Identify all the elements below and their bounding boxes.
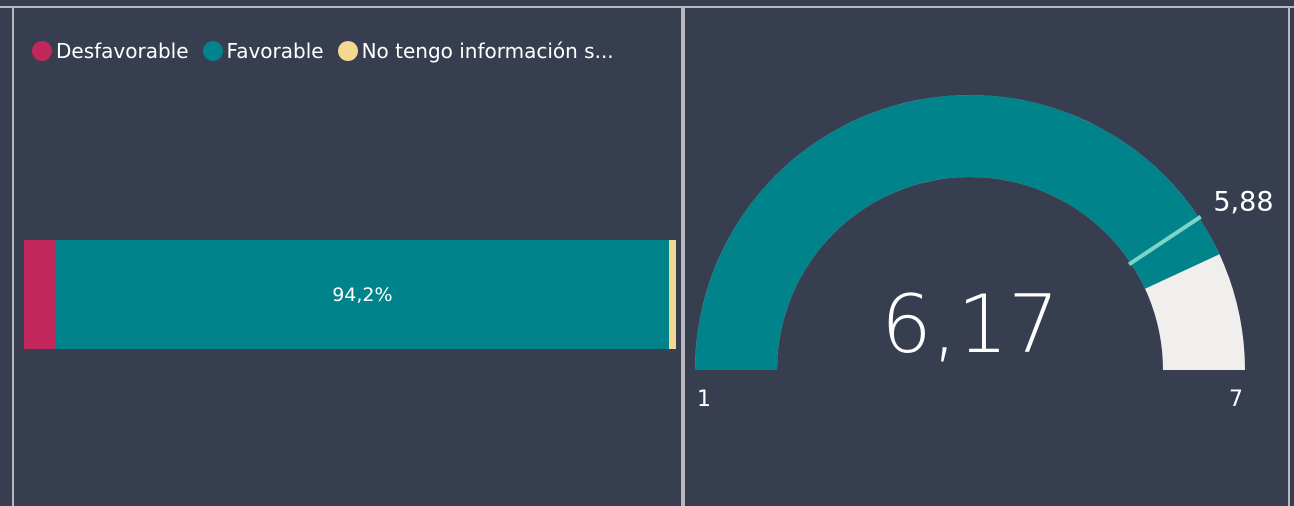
legend-label-favorable: Favorable: [226, 39, 324, 63]
stacked-bar-visual[interactable]: [12, 8, 683, 506]
bar-segment-no-info[interactable]: [669, 240, 676, 349]
gauge-fill[interactable]: [695, 94, 1220, 370]
gauge-value-label: 6,17: [881, 278, 1059, 371]
gauge-target-label: 5,88: [1213, 186, 1273, 217]
legend-label-no-info: No tengo información s...: [361, 39, 614, 63]
legend-dot-favorable: [202, 41, 223, 61]
legend-dot-desfavorable: [32, 41, 52, 61]
legend-item-desfavorable[interactable]: Desfavorable: [32, 39, 189, 63]
chart-legend: Desfavorable Favorable No tengo informac…: [32, 37, 614, 65]
gauge-target-marker[interactable]: [1127, 215, 1202, 266]
legend-item-favorable[interactable]: Favorable: [202, 39, 324, 63]
gauge-chart: 5,88 6,17 1 7: [695, 94, 1274, 412]
gauge-max-label: 7: [1229, 387, 1243, 412]
gauge-visual[interactable]: [683, 8, 1290, 506]
legend-dot-no-info: [337, 41, 358, 61]
bar-segment-favorable[interactable]: 94,2%: [55, 240, 670, 349]
stacked-bar: 94,2%: [24, 240, 676, 349]
top-border: [0, 0, 1294, 8]
data-label-favorable: 94,2%: [332, 283, 393, 306]
gauge-min-label: 1: [697, 387, 711, 412]
legend-item-no-info[interactable]: No tengo información s...: [337, 39, 614, 63]
bar-segment-desfavorable[interactable]: [24, 240, 56, 349]
legend-label-desfavorable: Desfavorable: [56, 39, 189, 63]
